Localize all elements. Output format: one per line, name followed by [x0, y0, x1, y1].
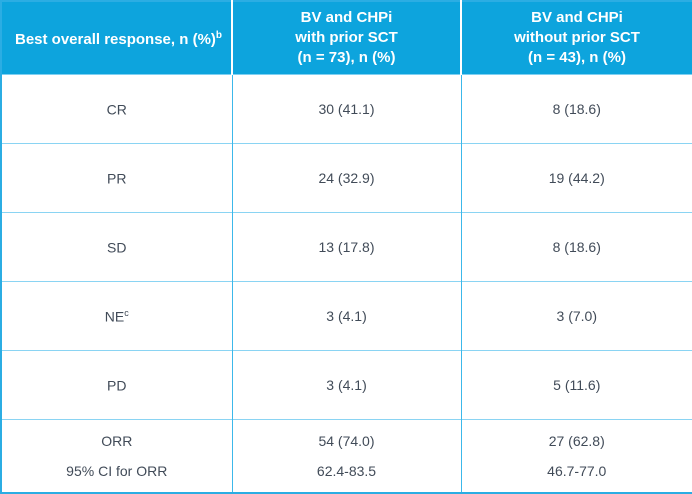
table-row-orr: ORR 95% CI for ORR 54 (74.0) 62.4-83.5 2… [1, 419, 692, 493]
table-header: Best overall response, n (%)b BV and CHP… [1, 1, 692, 75]
cr-without-sct-value: 8 (18.6) [460, 74, 692, 144]
cr-with-sct-value: 30 (41.1) [231, 74, 461, 144]
ne-with-sct-value: 3 (4.1) [231, 281, 461, 351]
pr-without-sct-value: 19 (44.2) [460, 143, 692, 213]
row-label-text: SD [107, 239, 127, 256]
header-without-prior-sct: BV and CHPi without prior SCT (n = 43), … [460, 1, 692, 75]
header-with-prior-sct-line1: BV and CHPi [300, 9, 393, 26]
table-row-sd: SD 13 (17.8) 8 (18.6) [1, 212, 692, 282]
header-without-prior-sct-line3: (n = 43), n (%) [528, 49, 626, 66]
orr-ci-without-sct-value: 46.7-77.0 [547, 463, 607, 479]
row-label-pr: PR [1, 143, 232, 213]
orr-with-sct-value: 54 (74.0) [318, 433, 375, 449]
orr-without-sct-value: 27 (62.8) [548, 433, 605, 449]
header-with-prior-sct-line2: with prior SCT [295, 29, 398, 46]
header-best-overall-response-label: Best overall response, n (%) [15, 31, 216, 48]
row-label-orr: ORR 95% CI for ORR [1, 419, 232, 493]
row-label-text: NE [104, 308, 125, 325]
row-label-pd: PD [1, 350, 232, 420]
header-best-overall-response: Best overall response, n (%)b [1, 1, 232, 75]
ne-without-sct-value: 3 (7.0) [460, 281, 692, 351]
row-label-text: PD [107, 377, 127, 394]
row-label-cr: CR [1, 74, 232, 144]
orr-with-sct-cell: 54 (74.0) 62.4-83.5 [231, 419, 461, 493]
footnote-marker-b: b [215, 30, 223, 41]
row-label-text: PR [107, 170, 127, 187]
table-row-cr: CR 30 (41.1) 8 (18.6) [1, 74, 692, 144]
sd-without-sct-value: 8 (18.6) [460, 212, 692, 282]
row-label-text: CR [106, 101, 127, 118]
footnote-marker-c: c [124, 307, 129, 318]
row-label-sd: SD [1, 212, 232, 282]
table-row-pd: PD 3 (4.1) 5 (11.6) [1, 350, 692, 420]
header-without-prior-sct-line1: BV and CHPi [531, 9, 623, 26]
header-with-prior-sct-line3: (n = 73), n (%) [297, 49, 396, 66]
pd-without-sct-value: 5 (11.6) [460, 350, 692, 420]
pd-with-sct-value: 3 (4.1) [231, 350, 461, 420]
table-row-pr: PR 24 (32.9) 19 (44.2) [1, 143, 692, 213]
sd-with-sct-value: 13 (17.8) [231, 212, 461, 282]
orr-label: ORR [101, 433, 133, 449]
orr-ci-with-sct-value: 62.4-83.5 [316, 463, 377, 479]
pr-with-sct-value: 24 (32.9) [231, 143, 461, 213]
header-with-prior-sct: BV and CHPi with prior SCT (n = 73), n (… [231, 1, 461, 75]
table-body: CR 30 (41.1) 8 (18.6) PR 24 (32.9) 19 (4… [1, 74, 692, 493]
header-row: Best overall response, n (%)b BV and CHP… [1, 1, 692, 75]
orr-without-sct-cell: 27 (62.8) 46.7-77.0 [460, 419, 692, 493]
header-without-prior-sct-line2: without prior SCT [514, 29, 640, 46]
row-label-ne: NEc [1, 281, 232, 351]
table-row-ne: NEc 3 (4.1) 3 (7.0) [1, 281, 692, 351]
orr-ci-label: 95% CI for ORR [66, 463, 168, 479]
